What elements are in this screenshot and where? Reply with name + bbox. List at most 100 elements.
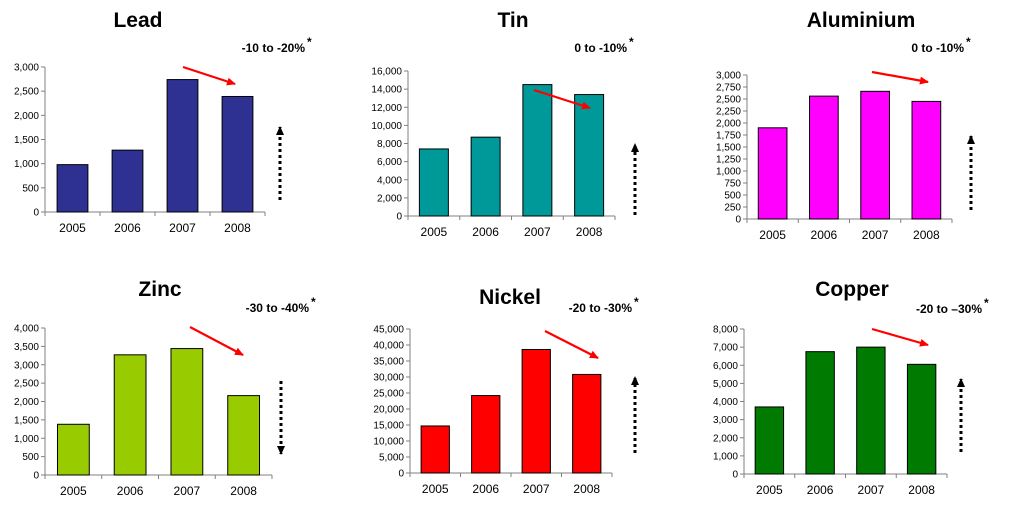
zinc-xtick-label: 2007	[174, 484, 201, 498]
zinc-chart-svg: Zinc -30 to -40% * 0 500 1,000 1,500 2,000 2,500…	[14, 278, 316, 498]
tin-ytick-label: 12,000	[371, 103, 402, 114]
aluminium-ytick-label: 0	[735, 215, 741, 226]
copper-ytick-label: 5,000	[713, 379, 738, 390]
lead-range-label: -10 to -20%	[242, 41, 306, 55]
lead-chart-panel: Lead -10 to -20% * 0 500 1,000 1,500 2,000 2,500…	[0, 0, 340, 253]
copper-xtick-label: 2007	[858, 483, 885, 497]
zinc-ytick-label: 3,000	[14, 360, 39, 371]
nickel-chart-svg: Nickel -20 to -30% * 0 5,000 10,000 15,000 20,0…	[373, 286, 639, 496]
tin-ytick-label: 16,000	[371, 67, 402, 78]
nickel-ytick-label: 5,000	[379, 453, 404, 464]
zinc-bar-2006	[113, 354, 147, 476]
copper-ytick-label: 8,000	[713, 325, 738, 336]
copper-ytick-label: 3,000	[713, 415, 738, 426]
nickel-ytick-label: 0	[398, 469, 404, 480]
lead-chart-svg: Lead -10 to -20% * 0 500 1,000 1,500 2,000 2,500…	[14, 9, 312, 235]
lead-bar-2007	[166, 79, 199, 213]
zinc-bar-2005	[56, 423, 90, 476]
tin-ytick-label: 4,000	[377, 175, 402, 186]
copper-bar-2006	[805, 351, 835, 475]
copper-chart-panel: Copper -20 to –30% * 0 1,000 2,000 3,000 4,000 5…	[680, 253, 1020, 506]
copper-ytick-label: 2,000	[713, 433, 738, 444]
zinc-xtick-label: 2008	[230, 484, 257, 498]
zinc-xtick-label: 2006	[117, 484, 144, 498]
zinc-bar-2007	[170, 348, 204, 476]
tin-bar-2006	[470, 136, 501, 217]
tin-chart-svg: Tin 0 to -10% * 0 2,000 4,000 6,000 8,000 10,000…	[371, 9, 639, 239]
aluminium-ytick-label: 750	[724, 179, 741, 190]
tin-xtick-label: 2006	[472, 225, 499, 239]
tin-xtick-label: 2007	[524, 225, 551, 239]
nickel-ytick-label: 15,000	[373, 421, 404, 432]
zinc-chart-title: Zinc	[138, 278, 181, 301]
aluminium-bar-2005	[757, 127, 788, 220]
tin-range-label: 0 to -10%	[574, 41, 627, 55]
copper-ytick-label: 6,000	[713, 361, 738, 372]
copper-ytick-label: 1,000	[713, 451, 738, 462]
lead-range-footnote-mark: *	[307, 35, 312, 49]
lead-ytick-label: 2,500	[14, 87, 39, 98]
nickel-ytick-label: 45,000	[373, 325, 404, 336]
lead-bar-2005	[56, 164, 89, 213]
aluminium-xtick-label: 2006	[811, 228, 838, 242]
nickel-bar-2005	[420, 425, 450, 474]
tin-trend-arrow	[533, 88, 591, 110]
nickel-trend-arrow	[544, 330, 599, 359]
lead-ytick-label: 500	[22, 183, 39, 194]
aluminium-bar-2008	[911, 100, 942, 220]
nickel-bar-2008	[572, 373, 602, 474]
copper-bar-2005	[754, 406, 785, 475]
lead-ytick-label: 3,000	[14, 63, 39, 74]
nickel-chart-title: Nickel	[479, 286, 541, 309]
nickel-bar-2007	[521, 348, 551, 474]
tin-bar-2008	[574, 94, 605, 217]
aluminium-xtick-label: 2005	[759, 228, 786, 242]
copper-xtick-label: 2005	[756, 483, 783, 497]
tin-chart-panel: Tin 0 to -10% * 0 2,000 4,000 6,000 8,000 10,000…	[340, 0, 680, 253]
zinc-ytick-label: 1,500	[14, 415, 39, 426]
nickel-xtick-label: 2006	[472, 482, 499, 496]
nickel-ytick-label: 10,000	[373, 437, 404, 448]
copper-range-label: -20 to –30%	[916, 302, 982, 316]
tin-ytick-label: 6,000	[377, 157, 402, 168]
nickel-chart-panel: Nickel -20 to -30% * 0 5,000 10,000 15,000 20,0…	[340, 253, 680, 506]
copper-trend-arrow	[871, 327, 929, 347]
aluminium-chart-title: Aluminium	[807, 9, 916, 32]
zinc-ytick-label: 500	[22, 452, 39, 463]
nickel-ytick-label: 25,000	[373, 389, 404, 400]
tin-ytick-label: 2,000	[377, 193, 402, 204]
nickel-ytick-label: 35,000	[373, 357, 404, 368]
aluminium-ytick-label: 1,750	[716, 131, 741, 142]
aluminium-bar-2007	[860, 90, 890, 220]
zinc-ytick-label: 4,000	[14, 324, 39, 335]
copper-chart-title: Copper	[815, 278, 889, 301]
tin-chart-title: Tin	[497, 9, 528, 32]
lead-xtick-label: 2007	[169, 221, 196, 235]
zinc-ytick-label: 3,500	[14, 342, 39, 353]
aluminium-bar-2006	[809, 95, 839, 220]
tin-ytick-label: 0	[396, 212, 402, 223]
nickel-ytick-label: 40,000	[373, 341, 404, 352]
copper-ytick-label: 0	[732, 470, 738, 481]
lead-xtick-label: 2008	[224, 221, 251, 235]
zinc-bar-2008	[227, 395, 261, 476]
zinc-trend-arrow	[189, 326, 244, 356]
nickel-xtick-label: 2007	[523, 482, 550, 496]
tin-ytick-label: 8,000	[377, 139, 402, 150]
tin-xtick-label: 2008	[576, 225, 603, 239]
lead-xtick-label: 2005	[59, 221, 86, 235]
zinc-range-label: -30 to -40%	[246, 301, 310, 315]
nickel-xtick-label: 2005	[422, 482, 449, 496]
tin-range-footnote-mark: *	[629, 35, 634, 49]
aluminium-range-footnote-mark: *	[966, 35, 971, 49]
lead-ytick-label: 1,500	[14, 135, 39, 146]
zinc-chart-panel: Zinc -30 to -40% * 0 500 1,000 1,500 2,000 2,500…	[0, 253, 340, 506]
nickel-ytick-label: 20,000	[373, 405, 404, 416]
zinc-ytick-label: 1,000	[14, 434, 39, 445]
aluminium-trend-arrow	[871, 70, 929, 85]
nickel-range-label: -20 to -30%	[569, 301, 633, 315]
aluminium-chart-panel: Aluminium 0 to -10% * 0 250 500 750 1,000 1,250 1…	[680, 0, 1020, 253]
nickel-xtick-label: 2008	[573, 482, 600, 496]
copper-chart-svg: Copper -20 to –30% * 0 1,000 2,000 3,000 4,000 5…	[713, 278, 989, 497]
